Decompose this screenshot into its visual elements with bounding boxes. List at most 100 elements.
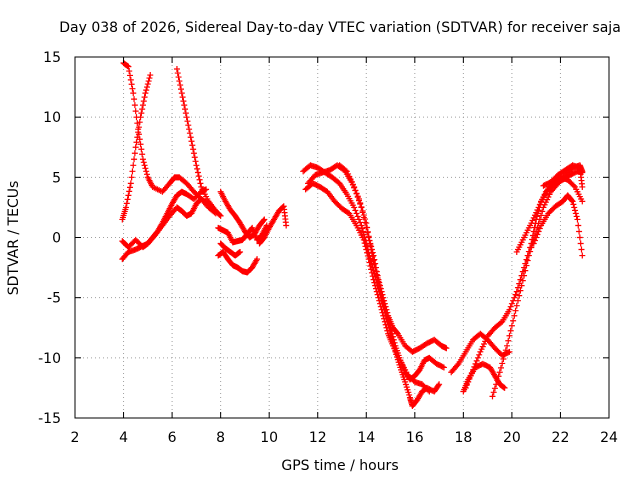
y-tick-label: 0 [52, 231, 61, 247]
data-point-marker [370, 252, 377, 259]
data-point-marker [465, 378, 472, 385]
data-point-marker [499, 360, 506, 367]
data-point-marker [184, 118, 191, 125]
data-point-marker [477, 348, 484, 355]
data-point-marker [372, 264, 379, 271]
data-point-marker [534, 207, 541, 214]
data-point-marker [381, 315, 388, 322]
data-point-marker [143, 168, 150, 175]
data-point-marker [405, 389, 412, 396]
y-tick-label: 15 [43, 50, 61, 66]
series-arc-20 [530, 192, 586, 259]
data-point-marker [141, 162, 148, 169]
data-point-marker [345, 170, 352, 177]
data-point-marker [462, 384, 469, 391]
data-point-marker [129, 168, 136, 175]
data-point-marker [188, 138, 195, 145]
series-arc-4 [119, 186, 210, 251]
data-point-marker [211, 206, 218, 213]
data-point-marker [142, 165, 149, 172]
y-tick-label: 5 [52, 170, 61, 186]
data-point-marker [175, 74, 182, 81]
data-point-marker [127, 76, 134, 83]
data-point-marker [193, 162, 200, 169]
data-point-marker [377, 285, 384, 292]
data-point-marker [136, 136, 143, 143]
data-point-marker [577, 240, 584, 247]
data-point-marker [369, 273, 376, 280]
data-point-marker [368, 269, 375, 276]
data-point-marker [368, 243, 375, 250]
data-point-marker [425, 387, 432, 394]
data-point-marker [359, 225, 366, 232]
y-tick-label: -15 [38, 411, 61, 427]
data-point-marker [125, 192, 132, 199]
data-point-marker [480, 340, 487, 347]
series-arc-12 [305, 162, 447, 383]
data-point-marker [474, 354, 481, 361]
data-point-marker [539, 196, 546, 203]
data-point-marker [538, 212, 545, 219]
data-point-marker [523, 262, 530, 269]
data-point-marker [132, 108, 139, 115]
data-point-marker [142, 90, 149, 97]
data-point-marker [568, 197, 575, 204]
data-point-marker [514, 284, 521, 291]
data-point-marker [360, 214, 367, 221]
data-point-marker [519, 277, 526, 284]
data-point-marker [123, 200, 130, 207]
data-point-marker [144, 84, 151, 91]
data-point-marker [501, 384, 508, 391]
x-tick-label: 20 [503, 430, 521, 446]
data-point-marker [349, 181, 356, 188]
data-point-marker [576, 228, 583, 235]
data-point-marker [525, 252, 532, 259]
data-point-marker [135, 131, 142, 138]
data-point-marker [216, 212, 223, 219]
series-arc-6 [217, 188, 268, 241]
x-tick-label: 12 [309, 430, 327, 446]
data-point-marker [375, 276, 382, 283]
data-point-marker [510, 317, 517, 324]
data-point-marker [512, 291, 519, 298]
data-point-marker [133, 114, 140, 121]
data-point-marker [368, 266, 375, 273]
data-point-marker [191, 154, 198, 161]
data-point-marker [371, 256, 378, 263]
data-point-marker [506, 306, 513, 313]
data-point-marker [529, 217, 536, 224]
data-point-marker [571, 204, 578, 211]
data-point-marker [131, 102, 138, 109]
data-point-marker [139, 151, 146, 158]
data-point-marker [187, 134, 194, 141]
data-point-marker [382, 303, 389, 310]
data-point-marker [174, 70, 181, 77]
data-point-marker [190, 150, 197, 157]
x-tick-label: 8 [216, 430, 225, 446]
data-point-marker [504, 342, 511, 349]
data-point-marker [139, 156, 146, 163]
data-point-marker [352, 187, 359, 194]
data-point-marker [402, 378, 409, 385]
data-point-marker [237, 248, 244, 255]
y-tick-label: -10 [38, 351, 61, 367]
data-point-marker [528, 220, 535, 227]
data-point-marker [389, 333, 396, 340]
data-point-marker [533, 234, 540, 241]
data-point-marker [365, 234, 372, 241]
data-point-marker [134, 120, 141, 127]
data-point-marker [482, 338, 489, 345]
x-axis-label: GPS time / hours [281, 458, 398, 474]
data-point-marker [384, 327, 391, 334]
series-arc-14 [336, 162, 450, 355]
data-point-marker [570, 201, 577, 208]
data-point-marker [531, 212, 538, 219]
data-point-marker [143, 87, 150, 94]
data-point-marker [189, 142, 196, 149]
data-point-marker [343, 168, 350, 175]
data-point-marker [363, 246, 370, 253]
data-point-marker [521, 272, 528, 279]
data-point-marker [177, 82, 184, 89]
series-arc-1 [119, 72, 154, 223]
data-point-marker [439, 363, 446, 370]
